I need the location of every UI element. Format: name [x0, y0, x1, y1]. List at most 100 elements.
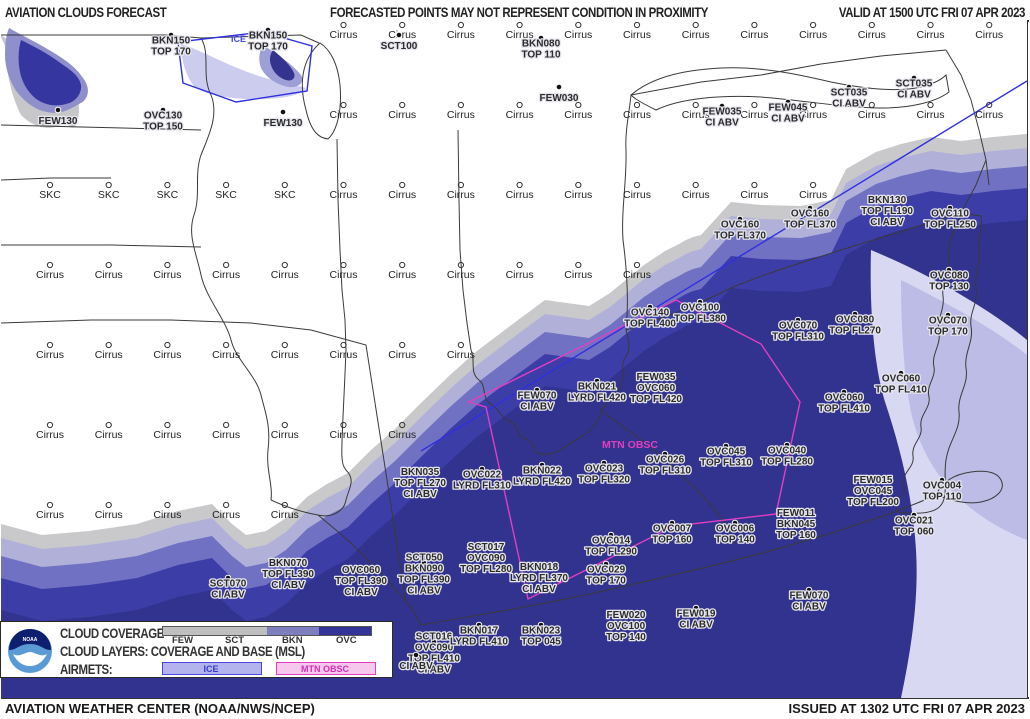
svg-text:Cirrus: Cirrus [975, 109, 1003, 121]
svg-text:Cirrus: Cirrus [740, 109, 768, 121]
svg-text:OVC060: OVC060 [882, 374, 921, 385]
svg-text:CI ABV: CI ABV [271, 580, 305, 591]
svg-text:OVC021: OVC021 [895, 516, 934, 527]
svg-text:Cirrus: Cirrus [388, 349, 416, 361]
svg-text:TOP FL310: TOP FL310 [639, 466, 691, 477]
svg-text:BKN022: BKN022 [523, 466, 562, 477]
svg-text:TOP FL250: TOP FL250 [924, 220, 976, 231]
svg-text:MTN OBSC: MTN OBSC [602, 439, 658, 451]
svg-text:Cirrus: Cirrus [447, 29, 475, 41]
svg-text:SCT035: SCT035 [831, 88, 868, 99]
svg-text:Cirrus: Cirrus [153, 349, 181, 361]
svg-text:BKN045: BKN045 [777, 519, 816, 530]
svg-text:TOP 160: TOP 160 [652, 535, 692, 546]
svg-text:Cirrus: Cirrus [506, 189, 534, 201]
svg-text:OVC070: OVC070 [929, 316, 968, 327]
svg-text:OVC070: OVC070 [779, 321, 818, 332]
svg-text:TOP FL420: TOP FL420 [630, 394, 682, 405]
svg-text:CI ABV: CI ABV [407, 586, 441, 597]
svg-text:TOP FL370: TOP FL370 [784, 220, 836, 231]
svg-text:OVC006: OVC006 [716, 524, 755, 535]
svg-text:FEW130: FEW130 [39, 116, 78, 127]
svg-text:CI ABV: CI ABV [897, 90, 931, 101]
svg-text:LYRD FL370: LYRD FL370 [510, 573, 568, 584]
svg-text:CI ABV: CI ABV [522, 584, 556, 595]
svg-text:OVC160: OVC160 [791, 209, 830, 220]
svg-text:TOP FL390: TOP FL390 [335, 576, 387, 587]
svg-text:TOP FL390: TOP FL390 [398, 575, 450, 586]
svg-text:CI ABV: CI ABV [792, 602, 826, 613]
svg-text:CI ABV: CI ABV [771, 114, 805, 125]
svg-text:Cirrus: Cirrus [564, 109, 592, 121]
svg-text:Cirrus: Cirrus [564, 269, 592, 281]
svg-text:Cirrus: Cirrus [447, 349, 475, 361]
svg-text:Cirrus: Cirrus [212, 269, 240, 281]
svg-text:CI ABV: CI ABV [832, 99, 866, 110]
svg-text:Cirrus: Cirrus [506, 109, 534, 121]
svg-text:TOP FL280: TOP FL280 [460, 564, 512, 575]
svg-text:Cirrus: Cirrus [740, 29, 768, 41]
svg-text:OVC060: OVC060 [825, 393, 864, 404]
svg-text:SKC: SKC [215, 189, 237, 201]
svg-text:FEW130: FEW130 [264, 118, 303, 129]
svg-text:Cirrus: Cirrus [36, 349, 64, 361]
svg-text:OVC060: OVC060 [637, 383, 676, 394]
svg-text:CI ABV: CI ABV [705, 118, 739, 129]
svg-text:OVC040: OVC040 [768, 446, 807, 457]
svg-text:OVC060: OVC060 [342, 565, 381, 576]
svg-text:FEW030: FEW030 [540, 93, 579, 104]
svg-text:Cirrus: Cirrus [271, 269, 299, 281]
svg-text:Cirrus: Cirrus [153, 509, 181, 521]
svg-text:Cirrus: Cirrus [917, 29, 945, 41]
svg-text:Cirrus: Cirrus [506, 269, 534, 281]
svg-text:FEW070: FEW070 [518, 391, 557, 402]
svg-text:SKC: SKC [157, 189, 179, 201]
svg-text:Cirrus: Cirrus [153, 429, 181, 441]
svg-text:FEW045: FEW045 [769, 103, 808, 114]
svg-text:Cirrus: Cirrus [212, 429, 240, 441]
svg-text:CI ABV: CI ABV [520, 402, 554, 413]
svg-text:TOP FL270: TOP FL270 [394, 478, 446, 489]
svg-text:OVC029: OVC029 [587, 565, 626, 576]
svg-text:NOAA: NOAA [23, 637, 38, 643]
svg-text:TOP 140: TOP 140 [606, 632, 646, 643]
svg-text:TOP FL270: TOP FL270 [829, 326, 881, 337]
svg-text:Cirrus: Cirrus [388, 429, 416, 441]
svg-text:Cirrus: Cirrus [271, 509, 299, 521]
svg-text:TOP FL390: TOP FL390 [262, 569, 314, 580]
svg-text:SCT016: SCT016 [416, 632, 453, 643]
svg-text:BKN070: BKN070 [269, 558, 308, 569]
svg-text:BKN130: BKN130 [868, 195, 907, 206]
svg-text:FEW011: FEW011 [777, 508, 816, 519]
svg-text:OVC022: OVC022 [463, 470, 502, 481]
svg-text:OVC045: OVC045 [854, 486, 893, 497]
svg-text:BKN150: BKN150 [152, 36, 191, 47]
svg-text:Cirrus: Cirrus [564, 189, 592, 201]
svg-text:TOP FL310: TOP FL310 [772, 332, 824, 343]
svg-text:SKC: SKC [98, 189, 120, 201]
svg-text:Cirrus: Cirrus [212, 509, 240, 521]
svg-text:CI ABV: CI ABV [399, 661, 433, 672]
svg-text:CI ABV: CI ABV [403, 489, 437, 500]
svg-text:TOP 110: TOP 110 [922, 492, 962, 503]
svg-text:Cirrus: Cirrus [95, 429, 123, 441]
svg-text:Cirrus: Cirrus [330, 29, 358, 41]
svg-text:OVC080: OVC080 [836, 315, 875, 326]
svg-text:Cirrus: Cirrus [330, 269, 358, 281]
svg-text:TOP 045: TOP 045 [521, 637, 561, 648]
svg-text:TOP 150: TOP 150 [143, 122, 183, 133]
svg-text:TOP FL190: TOP FL190 [861, 206, 913, 217]
svg-text:Cirrus: Cirrus [447, 269, 475, 281]
svg-text:OVC026: OVC026 [646, 455, 685, 466]
svg-text:TOP 130: TOP 130 [929, 282, 969, 293]
svg-text:FEW019: FEW019 [677, 609, 716, 620]
svg-text:OVC100: OVC100 [681, 303, 720, 314]
svg-text:TOP 170: TOP 170 [151, 47, 191, 58]
svg-text:Cirrus: Cirrus [36, 509, 64, 521]
svg-text:TOP FL370: TOP FL370 [714, 231, 766, 242]
svg-text:CI ABV: CI ABV [870, 217, 904, 228]
svg-text:TOP 110: TOP 110 [521, 50, 561, 61]
svg-text:LYRD FL420: LYRD FL420 [568, 393, 626, 404]
svg-text:BKN090: BKN090 [405, 564, 444, 575]
svg-text:Cirrus: Cirrus [623, 269, 651, 281]
